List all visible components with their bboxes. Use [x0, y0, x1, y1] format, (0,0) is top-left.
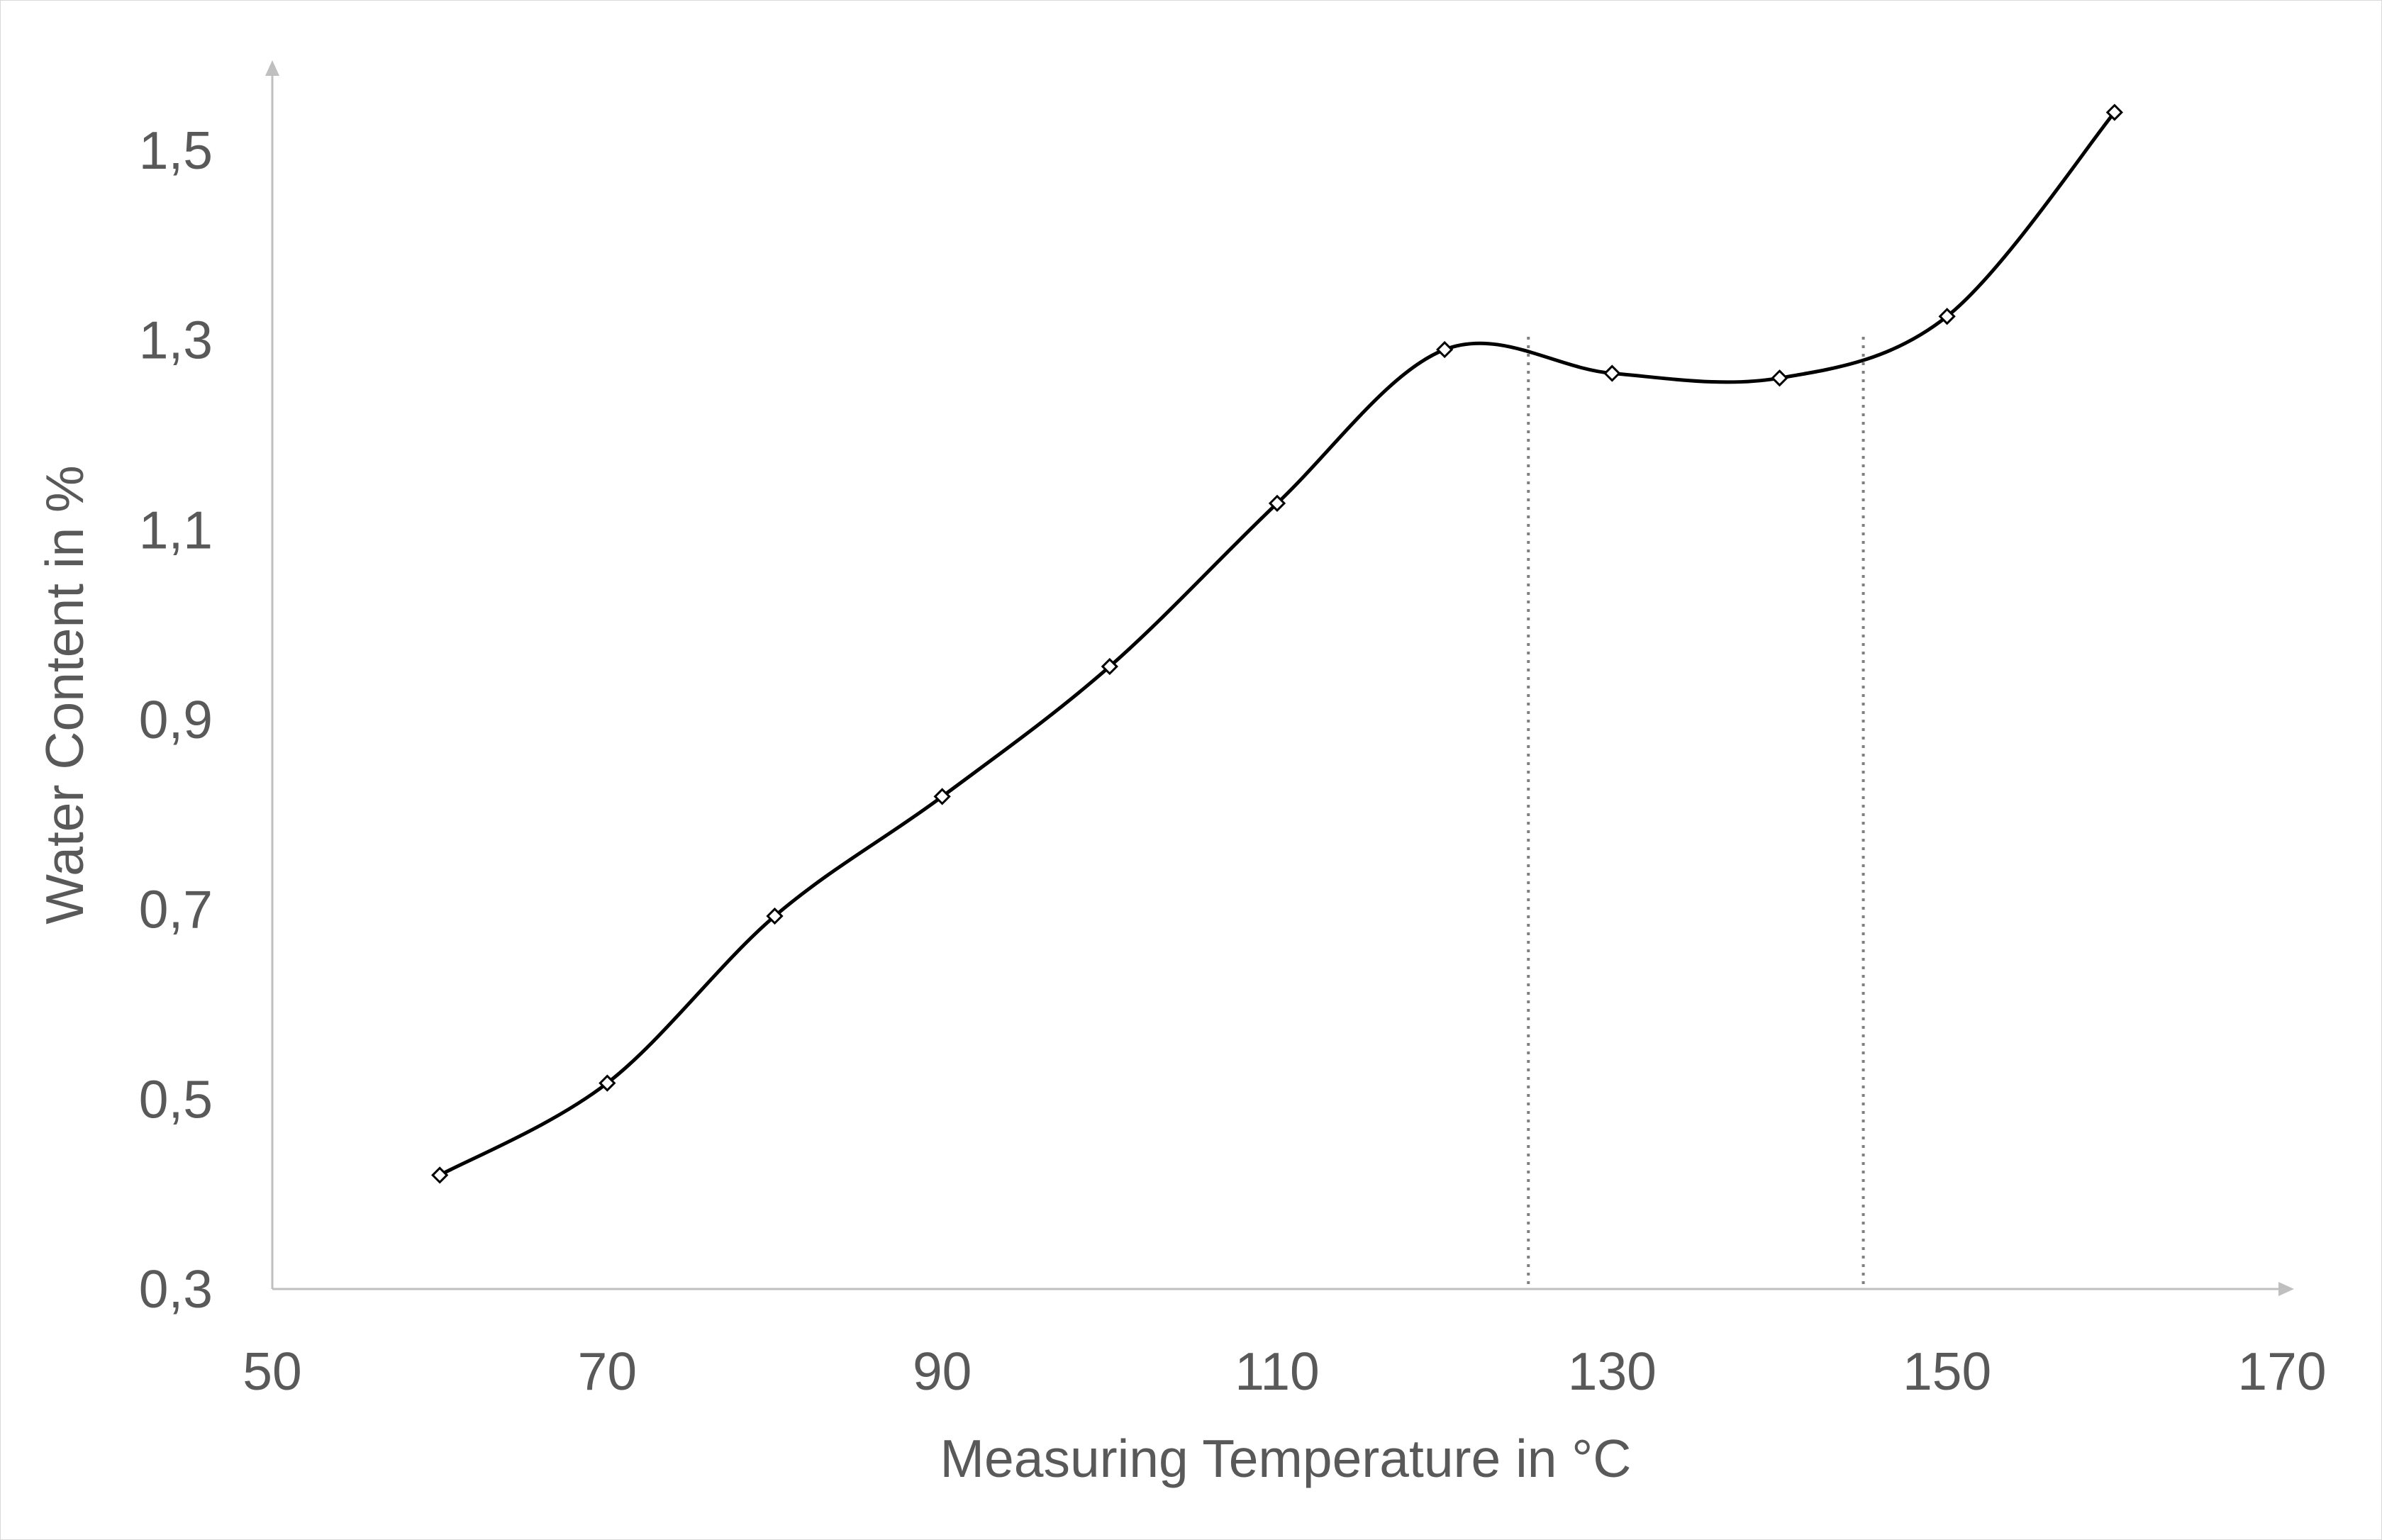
- y-tick-label: 0,5: [139, 1069, 213, 1129]
- y-tick-label: 1,3: [139, 311, 213, 370]
- y-tick-label: 1,5: [139, 121, 213, 180]
- data-point-marker: [1268, 494, 1286, 512]
- data-point-marker: [599, 1074, 616, 1092]
- y-axis-arrow: [265, 60, 279, 76]
- data-point-marker: [2105, 104, 2123, 121]
- data-point-marker: [933, 788, 951, 805]
- data-point-marker: [766, 907, 784, 925]
- x-tick-label: 130: [1568, 1341, 1657, 1401]
- reference-lines: [1527, 337, 1865, 1289]
- y-tick-label: 1,1: [139, 500, 213, 559]
- data-point-marker: [431, 1166, 449, 1184]
- axes: [265, 60, 2294, 1296]
- x-tick-label: 150: [1903, 1341, 1991, 1401]
- x-axis-arrow: [2278, 1282, 2294, 1296]
- y-axis-title: Water Content in %: [35, 465, 94, 925]
- y-tick-label: 0,9: [139, 690, 213, 749]
- series-layer: [431, 104, 2123, 1184]
- x-tick-label: 170: [2237, 1341, 2326, 1401]
- data-point-marker: [1101, 657, 1118, 676]
- x-tick-label: 50: [243, 1341, 301, 1401]
- x-axis-title: Measuring Temperature in °C: [940, 1429, 1632, 1488]
- data-point-marker: [1771, 369, 1788, 387]
- y-tick-label: 0,3: [139, 1259, 213, 1319]
- x-tick-label: 110: [1235, 1341, 1320, 1401]
- x-tick-label: 70: [578, 1341, 637, 1401]
- y-tick-labels: 0,3 0,5 0,7 0,9 1,1 1,3 1,5: [139, 121, 213, 1319]
- y-tick-label: 0,7: [139, 880, 213, 939]
- data-point-marker: [1436, 340, 1454, 359]
- x-tick-labels: 50 70 90 110 130 150 170: [243, 1341, 2326, 1401]
- data-point-marker: [1938, 308, 1956, 325]
- data-point-marker: [1603, 364, 1621, 382]
- x-tick-label: 90: [913, 1341, 972, 1401]
